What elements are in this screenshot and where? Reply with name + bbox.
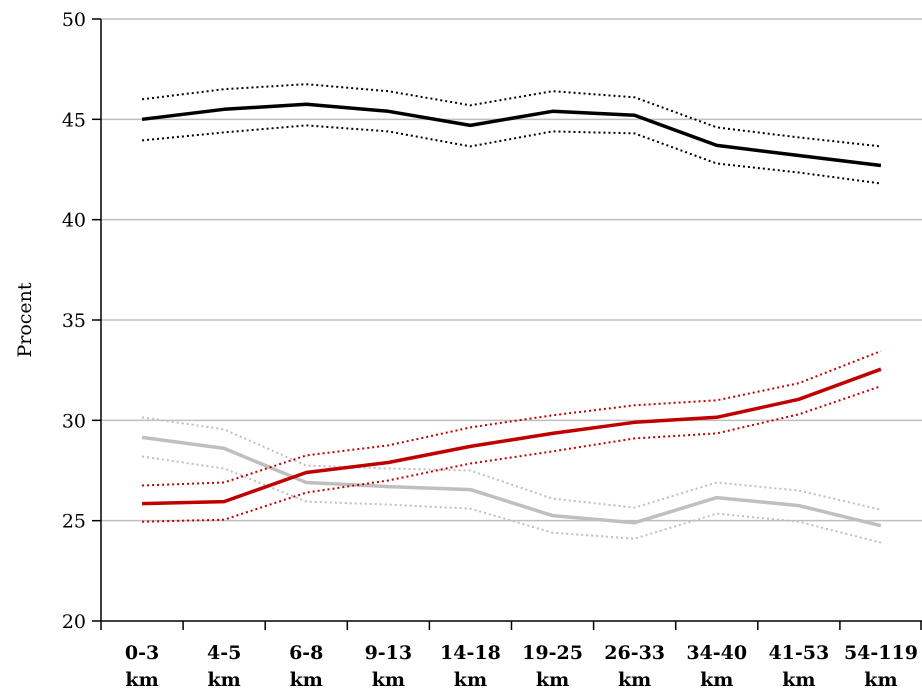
series-2 [141,416,882,544]
x-tick-label: 4-5 km [207,642,241,691]
series-1-upper-bound [142,350,882,487]
x-tick-label: 6-8 km [289,642,323,691]
series-0-line [141,102,882,168]
series-0-upper-bound [141,83,882,148]
y-axis-title: Procent [14,282,36,357]
x-tick-label: 34-40 km [686,642,747,691]
series-1 [142,350,882,523]
x-tick-label: 41-53 km [768,642,829,691]
series-layer [141,83,882,544]
series-0-lower-bound [142,124,882,185]
y-tick-label: 50 [62,9,86,31]
axes: 20 25 30 35 40 45 50 0-3 km 4-5 km 6-8 km 9-13 km 14-18… [62,9,922,691]
x-tick-label: 19-25 km [522,642,583,691]
y-tick-label: 25 [62,511,86,533]
y-tick-label: 45 [62,109,86,131]
y-tick-label: 40 [62,210,86,232]
x-tick-label: 54-119 km [844,642,918,691]
series-2-lower-bound [141,455,882,544]
series-1-line [142,367,882,506]
x-tick-label: 26-33 km [604,642,665,691]
series-2-line [141,435,882,528]
x-tick-label: 0-3 km [125,642,159,691]
series-0 [141,83,882,185]
x-tick-label: 14-18 km [440,642,501,691]
y-tick-label: 20 [62,611,86,633]
series-1-lower-bound [142,385,882,523]
x-tick-label: 9-13 km [365,642,413,691]
y-tick-label: 35 [62,310,86,332]
gridlines [101,18,922,522]
y-tick-label: 30 [62,410,86,432]
series-2-upper-bound [141,416,882,511]
